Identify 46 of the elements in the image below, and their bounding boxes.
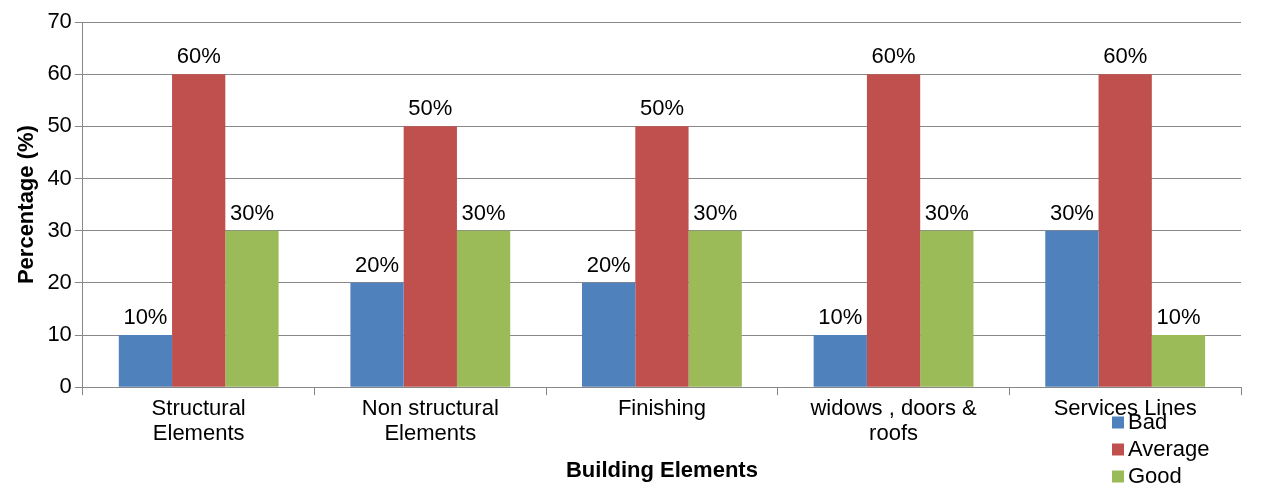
bar [582, 282, 636, 387]
y-tick-label: 70 [47, 8, 72, 34]
y-tick-label: 50 [47, 112, 72, 138]
bar [813, 335, 867, 387]
x-tick-label: Structural Elements [151, 395, 246, 445]
y-tick-label: 10 [47, 321, 72, 347]
bar [866, 74, 921, 387]
bar [635, 126, 689, 387]
data-label: 20% [355, 251, 400, 277]
y-axis-title: Percentage (%) [13, 125, 39, 285]
data-label: 10% [123, 304, 168, 330]
bar [1045, 230, 1099, 387]
data-label: 30% [693, 199, 738, 225]
data-label: 60% [871, 43, 916, 69]
data-label: 30% [1049, 199, 1094, 225]
data-label: 20% [586, 251, 631, 277]
bar [688, 230, 742, 387]
bar [920, 230, 974, 387]
data-label: 10% [818, 304, 863, 330]
data-label: 60% [1103, 43, 1148, 69]
y-tick-label: 20 [47, 268, 72, 294]
y-tick-label: 0 [59, 373, 72, 399]
data-label: 30% [229, 199, 274, 225]
bar [118, 335, 173, 387]
data-label: 30% [461, 199, 506, 225]
x-axis-title: Building Elements [565, 456, 758, 482]
bar [1151, 335, 1206, 387]
x-tick-label: Finishing [617, 395, 706, 421]
bar [456, 230, 511, 387]
x-tick-label: widows , doors & roofs [809, 395, 978, 445]
legend-label: Good [1128, 462, 1182, 488]
y-tick-label: 40 [47, 164, 72, 190]
x-tick-label: Non structural Elements [361, 395, 499, 445]
data-label: 30% [924, 199, 969, 225]
data-label: 60% [176, 43, 221, 69]
bar [172, 74, 226, 387]
bar [403, 126, 457, 387]
data-label: 50% [408, 95, 453, 121]
y-tick-label: 30 [47, 216, 72, 242]
data-label: 10% [1156, 304, 1201, 330]
bar [350, 282, 404, 387]
legend-label: Average [1128, 435, 1210, 461]
bar [225, 230, 279, 387]
bar [1098, 74, 1152, 387]
data-label: 50% [639, 95, 684, 121]
y-tick-label: 60 [47, 60, 72, 86]
